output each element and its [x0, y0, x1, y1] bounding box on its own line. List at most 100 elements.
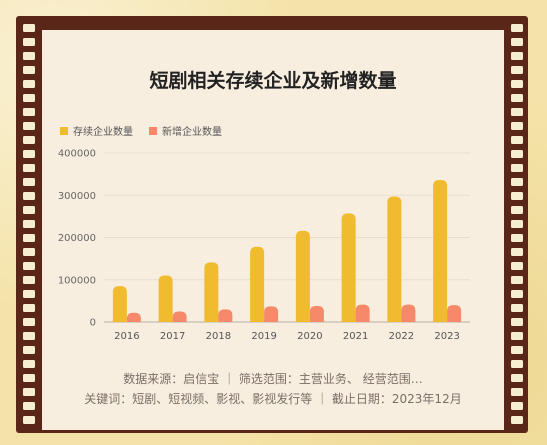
bar-new: [447, 305, 462, 322]
perforation-hole: [511, 192, 523, 200]
perforation-hole: [23, 122, 35, 130]
x-tick-label: 2023: [434, 331, 459, 342]
perforation-hole: [23, 346, 35, 354]
x-tick-label: 2018: [206, 331, 231, 342]
perforation-hole: [23, 220, 35, 228]
bar-existing: [158, 275, 173, 322]
y-tick-label: 300000: [58, 191, 96, 202]
x-tick-label: 2022: [389, 331, 414, 342]
footer-source: 数据来源：启信宝 ｜ 筛选范围：主营业务、 经营范围…: [123, 372, 423, 386]
perforation-hole: [511, 318, 523, 326]
perforation-hole: [23, 332, 35, 340]
perforation-hole: [511, 402, 523, 410]
perforation-hole: [511, 332, 523, 340]
perforation-hole: [23, 402, 35, 410]
perforation-hole: [511, 206, 523, 214]
x-axis: 2016 2017 2018 2019 2020 2021 2022 2023: [114, 331, 460, 342]
perforation-hole: [511, 276, 523, 284]
bar-new: [355, 304, 370, 322]
chart-title: 短剧相关存续企业及新增数量: [149, 70, 397, 92]
perforation-hole: [511, 52, 523, 60]
perforation-hole: [23, 290, 35, 298]
bars: [112, 180, 462, 322]
bar-existing: [387, 196, 402, 322]
perforation-hole: [23, 80, 35, 88]
perforation-hole: [511, 66, 523, 74]
perforation-hole: [23, 150, 35, 158]
footer-keywords: 关键词：短剧、短视频、影视、影视发行等 ｜ 截止日期：2023年12月: [84, 392, 462, 406]
bar-existing: [112, 286, 127, 322]
legend-item-existing: 存续企业数量: [60, 123, 133, 138]
perforation-hole: [511, 122, 523, 130]
x-tick-label: 2021: [343, 331, 368, 342]
perforation-hole: [511, 304, 523, 312]
perforation-hole: [23, 206, 35, 214]
perforation-hole: [23, 262, 35, 270]
perforation-hole: [511, 290, 523, 298]
perforation-hole: [511, 374, 523, 382]
y-tick-label: 400000: [58, 149, 96, 160]
perforation-hole: [511, 24, 523, 32]
perforation-hole: [23, 304, 35, 312]
perforation-hole: [511, 178, 523, 186]
perforation-hole: [511, 94, 523, 102]
perforation-hole: [511, 220, 523, 228]
film-perforations: [23, 24, 523, 424]
perforation-hole: [23, 178, 35, 186]
legend: 存续企业数量 新增企业数量: [60, 123, 222, 138]
perforation-hole: [511, 164, 523, 172]
bar-new: [264, 306, 279, 322]
perforation-hole: [23, 416, 35, 424]
bar-existing: [250, 246, 265, 322]
perforation-hole: [23, 164, 35, 172]
perforation-hole: [511, 38, 523, 46]
perforation-hole: [511, 248, 523, 256]
perforation-hole: [511, 416, 523, 424]
bar-existing: [295, 230, 310, 322]
perforation-hole: [23, 192, 35, 200]
perforation-hole: [23, 136, 35, 144]
legend-swatch-new: [149, 126, 157, 135]
legend-swatch-existing: [60, 126, 68, 135]
perforation-hole: [23, 38, 35, 46]
x-tick-label: 2019: [251, 331, 276, 342]
perforation-hole: [511, 136, 523, 144]
legend-label-existing: 存续企业数量: [73, 127, 133, 138]
bar-new: [126, 312, 141, 322]
perforation-hole: [511, 234, 523, 242]
bar-new: [401, 304, 416, 322]
perforation-hole: [23, 24, 35, 32]
perforation-hole: [511, 346, 523, 354]
perforation-hole: [511, 360, 523, 368]
bar-existing: [433, 180, 448, 322]
perforation-hole: [23, 108, 35, 116]
bar-new: [218, 309, 233, 322]
bar-new: [172, 311, 187, 322]
perforation-hole: [23, 94, 35, 102]
perforation-hole: [511, 80, 523, 88]
perforation-hole: [23, 234, 35, 242]
perforation-hole: [511, 262, 523, 270]
x-tick-label: 2020: [297, 331, 322, 342]
legend-item-new: 新增企业数量: [149, 123, 222, 138]
perforation-hole: [23, 52, 35, 60]
perforation-hole: [511, 388, 523, 396]
perforation-hole: [23, 374, 35, 382]
bar-existing: [204, 262, 219, 322]
perforation-hole: [23, 248, 35, 256]
bar-new: [309, 305, 324, 322]
perforation-hole: [23, 318, 35, 326]
x-tick-label: 2016: [114, 331, 139, 342]
y-tick-label: 100000: [58, 275, 96, 286]
perforation-hole: [23, 66, 35, 74]
perforation-hole: [23, 360, 35, 368]
bar-existing: [341, 213, 356, 322]
chart-panel: [42, 30, 504, 430]
y-tick-label: 0: [90, 318, 96, 329]
perforation-hole: [23, 276, 35, 284]
x-tick-label: 2017: [160, 331, 185, 342]
y-axis: 0 100000 200000 300000 400000: [58, 149, 96, 329]
perforation-hole: [23, 388, 35, 396]
y-tick-label: 200000: [58, 233, 96, 244]
